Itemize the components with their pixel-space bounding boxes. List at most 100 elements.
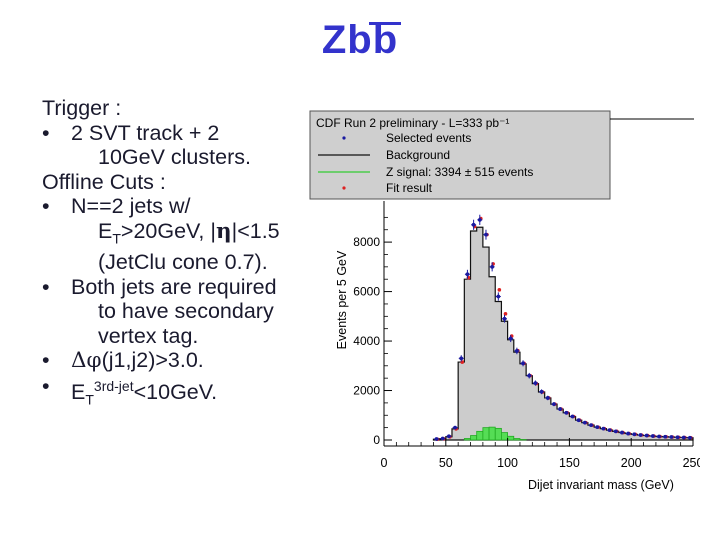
data-point — [471, 222, 476, 227]
bullet-dot: • — [42, 194, 50, 218]
signal-bin — [513, 438, 521, 441]
data-point — [638, 433, 643, 437]
bullet-text: (j1,j2)>3.0. — [101, 348, 204, 373]
y-tick-label: 8000 — [353, 235, 380, 249]
x-tick-label: 250 — [683, 456, 700, 470]
y-tick-label: 6000 — [353, 285, 380, 299]
bullet-item: • ET3rd-jet<10GeV. — [42, 374, 312, 412]
data-point — [490, 264, 495, 269]
bullet-text: |<1.5 — [231, 218, 280, 243]
y-tick-label: 4000 — [353, 334, 380, 348]
legend-entry-fit: Fit result — [386, 181, 433, 195]
data-point — [545, 396, 550, 400]
data-point — [453, 425, 457, 430]
legend: CDF Run 2 preliminary - L=333 pb⁻¹ Selec… — [309, 110, 694, 200]
data-point — [688, 435, 692, 440]
offline-heading: Offline Cuts : — [42, 169, 166, 194]
data-point — [681, 435, 686, 440]
legend-entry-signal: Z signal: 3394 ± 515 events — [386, 165, 533, 179]
data-point — [496, 294, 501, 299]
data-point — [539, 389, 544, 394]
legend-entry-background: Background — [386, 148, 450, 162]
fit-point — [497, 288, 502, 292]
bullet-text: to have secondary — [98, 299, 274, 324]
signal-bin — [507, 435, 515, 441]
signal-bin — [476, 430, 484, 441]
data-point — [675, 435, 680, 440]
data-point — [434, 437, 439, 441]
bullet-item: • 2 SVT track + 2 — [42, 121, 312, 146]
data-point — [620, 430, 624, 435]
bullet-item: • Both jets are required — [42, 275, 312, 300]
signal-bin — [463, 438, 471, 441]
data-point — [632, 432, 637, 437]
bullet-dot: • — [42, 120, 50, 145]
data-point — [477, 217, 482, 222]
bullet-dot: • — [42, 274, 50, 299]
data-point — [521, 361, 525, 366]
x-tick-label: 200 — [621, 456, 642, 470]
data-point — [650, 434, 655, 438]
data-point — [589, 423, 593, 428]
data-point — [595, 425, 600, 430]
eta-symbol: η — [215, 218, 232, 244]
data-point — [582, 420, 587, 425]
data-point — [514, 349, 519, 353]
bullet-text: N==2 jets w/ — [71, 194, 191, 218]
bullet-item: • N==2 jets w/ — [42, 194, 312, 219]
legend-entry-selected: Selected events — [386, 131, 471, 145]
x-tick-label: 100 — [497, 456, 518, 470]
legend-header: CDF Run 2 preliminary - L=333 pb⁻¹ — [316, 116, 509, 130]
bullet-list: Trigger : • 2 SVT track + 2 10GeV cluster… — [42, 96, 312, 412]
data-point — [576, 418, 581, 423]
dijet-mass-histogram: CDF Run 2 preliminary - L=333 pb⁻¹ Selec… — [308, 105, 700, 497]
y-axis-label: Events per 5 GeV — [335, 250, 349, 349]
data-point — [663, 434, 668, 439]
bullet-item: • Δφ(j1,j2)>3.0. — [42, 348, 312, 374]
data-point — [570, 414, 575, 419]
bullet-text: 2 SVT track + 2 — [71, 120, 220, 145]
data-point — [533, 381, 538, 386]
data-point — [613, 429, 618, 434]
data-point — [626, 431, 631, 436]
fit-point — [503, 312, 508, 316]
bullet-text: ET>20GeV, |η|<1.5 — [42, 219, 312, 251]
data-point — [644, 433, 649, 438]
bullet-text: <10GeV. — [133, 379, 218, 404]
et-symbol: E — [98, 218, 113, 243]
bullet-dot: • — [42, 348, 50, 373]
data-point — [440, 436, 445, 441]
bullet-text: (JetClu cone 0.7). — [98, 250, 268, 275]
slide-title: Zbb — [321, 18, 399, 62]
data-point — [657, 434, 661, 439]
bullet-dot: • — [42, 373, 50, 398]
x-axis-label: Dijet invariant mass (GeV) — [528, 478, 674, 492]
y-tick-label: 2000 — [353, 384, 380, 398]
data-point — [484, 232, 488, 237]
data-point — [446, 434, 451, 439]
data-point — [601, 426, 606, 431]
x-tick-label: 50 — [439, 456, 453, 470]
x-tick-label: 150 — [559, 456, 580, 470]
data-point — [527, 373, 532, 378]
data-point — [508, 336, 513, 341]
y-tick-label: 0 — [373, 433, 380, 447]
legend-marker-selected — [342, 136, 346, 140]
signal-bin — [482, 427, 490, 441]
title-overline — [369, 22, 401, 25]
signal-bin — [494, 427, 502, 441]
signal-bin — [488, 426, 496, 441]
data-point — [465, 272, 470, 277]
x-tick-label: 0 — [381, 456, 388, 470]
plot-area — [432, 214, 694, 442]
data-point — [607, 428, 612, 433]
bullet-text: Both jets are required — [71, 274, 277, 299]
trigger-heading: Trigger : — [42, 96, 122, 120]
bullet-text: 10GeV clusters. — [98, 145, 251, 169]
data-point — [502, 316, 507, 321]
data-point — [552, 402, 556, 407]
data-point — [669, 435, 674, 439]
signal-bin — [470, 435, 478, 441]
legend-marker-fit — [342, 186, 346, 190]
et-symbol: E — [71, 379, 86, 404]
